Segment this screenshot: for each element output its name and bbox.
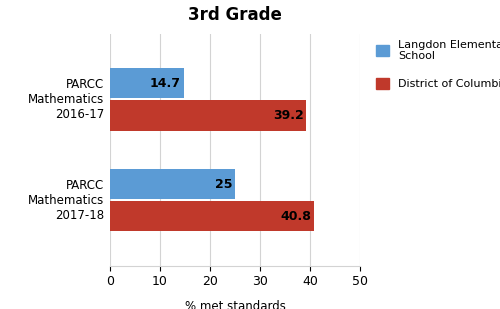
Text: 14.7: 14.7 xyxy=(150,77,181,90)
Bar xyxy=(110,201,314,231)
X-axis label: % met standards: % met standards xyxy=(184,299,286,309)
Bar xyxy=(110,68,184,99)
Legend: Langdon Elementary
School, District of Columbia: Langdon Elementary School, District of C… xyxy=(376,40,500,89)
Text: 25: 25 xyxy=(215,178,232,191)
Title: 3rd Grade: 3rd Grade xyxy=(188,6,282,24)
Bar xyxy=(110,100,306,131)
Text: 39.2: 39.2 xyxy=(273,109,304,122)
Bar xyxy=(110,169,235,199)
Text: 40.8: 40.8 xyxy=(280,210,312,223)
